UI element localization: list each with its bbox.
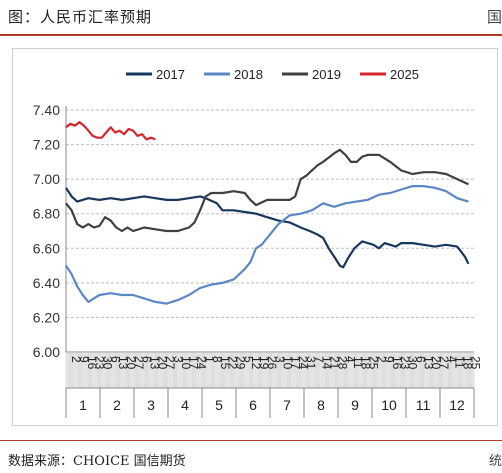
x-day-label: 6 xyxy=(108,356,122,363)
x-day-label: 14 xyxy=(320,356,334,370)
x-day-label: 27 xyxy=(437,356,451,370)
x-day-label: 2 xyxy=(69,356,83,363)
series-line-2017 xyxy=(65,187,470,269)
x-day-label: 13 xyxy=(116,356,130,370)
x-day-label: 30 xyxy=(406,356,420,370)
legend-label: 2018 xyxy=(234,67,263,82)
x-day-label: 16 xyxy=(85,356,99,370)
month-label: 3 xyxy=(147,397,155,413)
y-tick-label: 6.40 xyxy=(33,275,60,291)
x-day-label: 23 xyxy=(398,356,412,370)
x-day-label: 6 xyxy=(414,356,428,363)
x-day-label: 7 xyxy=(312,356,326,363)
x-day-label: 4 xyxy=(445,356,459,363)
x-day-label: 30 xyxy=(101,356,115,370)
edge-mark-bottom: 统 xyxy=(488,454,502,469)
x-day-label: 10 xyxy=(179,356,193,370)
legend-label: 2025 xyxy=(390,67,419,82)
x-day-label: 3 xyxy=(171,356,185,363)
edge-mark-top: 国 xyxy=(486,8,502,26)
x-day-label: 19 xyxy=(257,356,271,370)
series-line-2018 xyxy=(65,185,469,305)
y-tick-label: 7.40 xyxy=(33,102,60,118)
x-day-label: 18 xyxy=(359,356,373,370)
y-tick-label: 7.00 xyxy=(33,171,60,187)
y-tick-label: 7.20 xyxy=(33,137,60,153)
x-day-label: 18 xyxy=(460,356,474,370)
x-day-label: 13 xyxy=(147,356,161,370)
footer-rule xyxy=(0,440,502,441)
series-line-2019 xyxy=(65,148,469,233)
x-day-label: 12 xyxy=(249,356,263,370)
x-day-label: 16 xyxy=(390,356,404,370)
figure-title: 图：人民币汇率预期 xyxy=(8,8,153,26)
source-note: 数据来源：CHOICE 国信期货 xyxy=(8,454,186,469)
legend-label: 2019 xyxy=(312,67,341,82)
x-day-label: 17 xyxy=(288,356,302,370)
x-day-label: 20 xyxy=(155,356,169,370)
legend-label: 2017 xyxy=(156,67,185,82)
x-day-label: 6 xyxy=(140,356,154,363)
x-day-label: 27 xyxy=(163,356,177,370)
x-day-label: 17 xyxy=(187,356,201,370)
month-label: 10 xyxy=(381,397,397,413)
y-tick-label: 6.20 xyxy=(33,309,60,325)
x-axis: 2916233061320276132027310172418152229512… xyxy=(65,351,482,418)
x-day-label: 20 xyxy=(124,356,138,370)
y-axis: 7.40 7.20 7.00 6.80 6.60 6.40 6.20 6.00 xyxy=(33,102,67,360)
x-day-label: 26 xyxy=(265,356,279,370)
x-day-label: 11 xyxy=(351,356,365,369)
x-day-label: 22 xyxy=(226,356,240,370)
month-label: 4 xyxy=(181,397,189,413)
x-day-label: 24 xyxy=(194,356,208,370)
grid-lines xyxy=(66,109,474,353)
x-day-label: 9 xyxy=(77,356,91,363)
x-day-label: 24 xyxy=(296,356,310,370)
month-label: 7 xyxy=(283,397,291,413)
x-day-label: 1 xyxy=(202,356,216,363)
x-day-label: 28 xyxy=(335,356,349,370)
x-day-label: 31 xyxy=(304,356,318,370)
month-label: 9 xyxy=(351,397,359,413)
x-day-label: 23 xyxy=(93,356,107,370)
x-day-label: 25 xyxy=(468,356,482,370)
x-day-label: 25 xyxy=(367,356,381,370)
x-day-label: 29 xyxy=(234,356,248,370)
series-lines xyxy=(65,121,470,305)
x-day-label: 20 xyxy=(429,356,443,370)
month-label: 1 xyxy=(79,397,87,413)
x-day-label: 2 xyxy=(374,356,388,363)
title-rule xyxy=(0,34,502,36)
chart-frame xyxy=(12,48,498,426)
month-label: 6 xyxy=(249,397,257,413)
x-day-label: 13 xyxy=(421,356,435,370)
x-day-label: 9 xyxy=(382,356,396,363)
month-label: 12 xyxy=(449,397,465,413)
x-day-label: 8 xyxy=(210,356,224,363)
x-day-label: 10 xyxy=(281,356,295,370)
series-line-2025 xyxy=(65,121,156,141)
x-day-label: 15 xyxy=(218,356,232,370)
month-label: 2 xyxy=(113,397,121,413)
legend: 2017 2018 2019 2025 xyxy=(126,67,419,82)
y-tick-label: 6.80 xyxy=(33,206,60,222)
x-day-label: 4 xyxy=(343,356,357,363)
x-day-label: 3 xyxy=(273,356,287,363)
y-tick-label: 6.60 xyxy=(33,240,60,256)
x-day-label: 11 xyxy=(453,356,467,369)
x-day-label: 21 xyxy=(327,356,341,370)
month-label: 11 xyxy=(416,397,431,413)
x-day-label: 27 xyxy=(132,356,146,370)
month-label: 5 xyxy=(215,397,223,413)
y-tick-label: 6.00 xyxy=(33,344,60,360)
x-day-label: 5 xyxy=(241,356,255,363)
month-label: 8 xyxy=(317,397,325,413)
